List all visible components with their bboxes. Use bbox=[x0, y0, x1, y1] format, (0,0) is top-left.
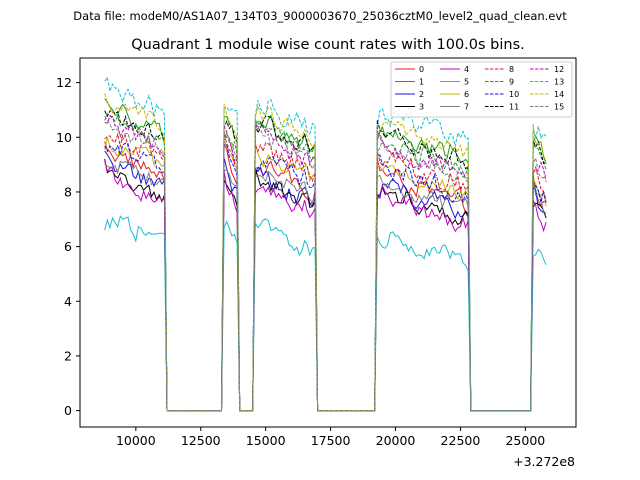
legend-label-13: 13 bbox=[554, 78, 564, 87]
legend-label-14: 14 bbox=[554, 90, 564, 99]
series-line-15 bbox=[104, 115, 547, 412]
axes-layer: 10000 12500 15000 17500 20000 22500 25000 0 2 4 6 8… bbox=[56, 57, 577, 448]
y-tick-label: 2 bbox=[64, 348, 72, 363]
legend-box bbox=[390, 61, 573, 118]
legend-label-0: 0 bbox=[419, 65, 424, 74]
plot-area bbox=[80, 58, 576, 427]
chart-title: Quadrant 1 module wise count rates with … bbox=[131, 37, 525, 53]
y-tick-label: 8 bbox=[64, 184, 72, 199]
y-tick-label: 10 bbox=[56, 130, 72, 145]
legend-label-15: 15 bbox=[554, 103, 564, 112]
axes-frame bbox=[79, 57, 577, 428]
legend-label-5: 5 bbox=[464, 78, 469, 87]
x-tick-label: 20000 bbox=[376, 433, 416, 448]
legend-label-11: 11 bbox=[509, 103, 519, 112]
y-tick-label: 6 bbox=[64, 239, 72, 254]
legend-label-6: 6 bbox=[464, 90, 469, 99]
legend-label-10: 10 bbox=[509, 90, 519, 99]
y-tick-label: 12 bbox=[56, 75, 72, 90]
figure-suptitle: Data file: modeM0/AS1A07_134T03_90000036… bbox=[73, 9, 567, 23]
x-tick-label: 12500 bbox=[181, 433, 221, 448]
legend-label-9: 9 bbox=[509, 78, 514, 87]
legend-label-1: 1 bbox=[419, 78, 424, 87]
legend-label-7: 7 bbox=[464, 103, 469, 112]
legend-label-8: 8 bbox=[509, 65, 514, 74]
legend-label-12: 12 bbox=[554, 65, 564, 74]
y-tick-label: 0 bbox=[64, 403, 72, 418]
plot-background bbox=[80, 58, 576, 427]
x-tick-label: 25000 bbox=[505, 433, 545, 448]
x-tick-label: 15000 bbox=[246, 433, 286, 448]
legend-label-3: 3 bbox=[419, 103, 424, 112]
y-tick-label: 4 bbox=[64, 294, 72, 309]
x-tick-label: 17500 bbox=[311, 433, 351, 448]
legend-label-4: 4 bbox=[464, 65, 469, 74]
x-axis-offset-label: +3.272e8 bbox=[513, 454, 575, 469]
x-tick-label: 22500 bbox=[441, 433, 481, 448]
legend-label-2: 2 bbox=[419, 90, 424, 99]
series-layer bbox=[104, 75, 547, 412]
x-tick-label: 10000 bbox=[116, 433, 156, 448]
